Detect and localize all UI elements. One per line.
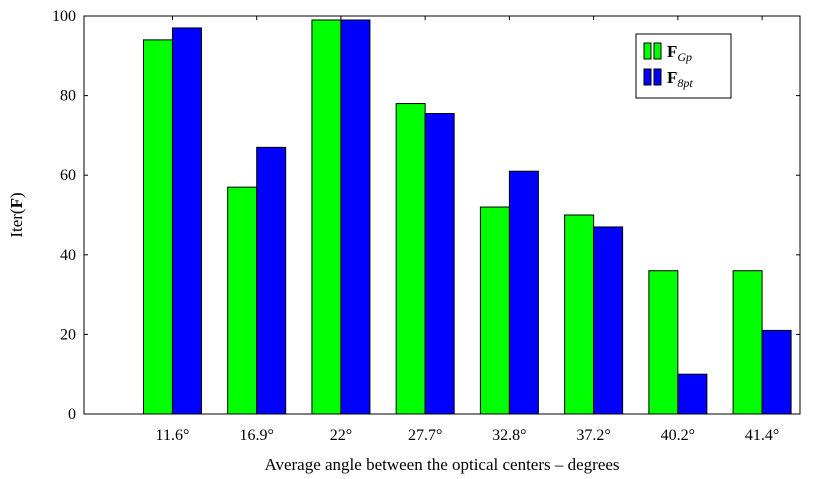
bar-fgp-4 xyxy=(479,206,510,415)
bar-f8pt-4 xyxy=(508,170,539,415)
y-tick-label: 40 xyxy=(60,247,76,264)
x-tick-label: 27.7° xyxy=(408,427,442,444)
bars-group xyxy=(142,19,792,415)
bar-fgp-1 xyxy=(227,186,258,415)
y-tick-label: 20 xyxy=(60,326,76,343)
y-tick-label: 80 xyxy=(60,88,76,105)
legend-label: FGp xyxy=(667,42,692,64)
bar-f8pt-0 xyxy=(171,27,202,415)
bar-fgp-5 xyxy=(564,214,595,415)
bar-f8pt-7 xyxy=(761,329,792,415)
bar-f8pt-1 xyxy=(256,146,287,415)
x-axis-label: Average angle between the optical center… xyxy=(264,455,619,474)
plot-frame xyxy=(83,15,801,415)
x-axis: 11.6° 16.9° 22° 27.7° 32.8° 37.2° 40.2° 41.4° xyxy=(156,16,779,444)
y-tick-label: 100 xyxy=(52,8,76,25)
legend-entries: FGp F8pt xyxy=(643,42,693,90)
y-axis-label-prefix: Iter( xyxy=(7,208,26,238)
legend-swatch-b xyxy=(653,42,662,60)
legend-swatch-a xyxy=(643,68,652,86)
bar-f8pt-5 xyxy=(593,226,624,415)
bar-fgp-0 xyxy=(142,39,173,415)
x-tick-label: 16.9° xyxy=(239,427,273,444)
x-tick-label: 22° xyxy=(330,427,352,444)
y-axis: 0 20 40 60 80 100 xyxy=(52,8,800,423)
y-axis-label-bold: F xyxy=(7,198,26,208)
bar-f8pt-6 xyxy=(677,373,708,415)
bar-f8pt-3 xyxy=(424,113,455,415)
x-tick-label: 32.8° xyxy=(492,427,526,444)
y-tick-label: 60 xyxy=(60,167,76,184)
x-tick-label: 11.6° xyxy=(156,427,190,444)
bar-fgp-3 xyxy=(395,103,426,415)
legend-box xyxy=(635,33,732,99)
legend-swatch-b xyxy=(653,68,662,86)
legend: FGp F8pt xyxy=(635,33,732,99)
x-tick-label: 40.2° xyxy=(661,427,695,444)
legend-swatch-a xyxy=(643,42,652,60)
bar-fgp-7 xyxy=(732,270,763,415)
x-tick-label: 41.4° xyxy=(745,427,779,444)
bar-f8pt-2 xyxy=(340,19,371,415)
x-tick-label: 37.2° xyxy=(576,427,610,444)
bar-fgp-6 xyxy=(648,270,679,415)
y-axis-label-suffix: ) xyxy=(7,192,26,198)
legend-label: F8pt xyxy=(667,68,693,90)
y-axis-label: Iter(F) xyxy=(7,192,26,237)
bar-fgp-2 xyxy=(311,19,342,415)
y-tick-label: 0 xyxy=(68,406,76,423)
